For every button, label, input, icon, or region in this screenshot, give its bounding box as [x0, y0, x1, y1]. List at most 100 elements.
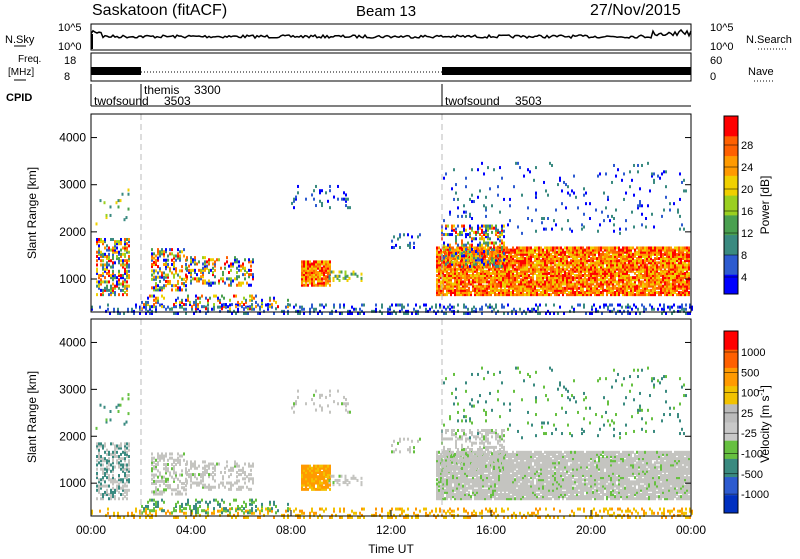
power-cell: [461, 248, 463, 251]
power-cell: [528, 280, 530, 283]
power-cell: [151, 286, 153, 289]
power-cell: [617, 304, 619, 307]
velocity-cell: [185, 467, 187, 470]
colorbar-swatch: [724, 254, 738, 274]
power-cell: [536, 274, 538, 277]
power-cell: [577, 206, 579, 209]
power-cell: [333, 196, 335, 199]
power-cell: [576, 246, 578, 249]
power-cell: [684, 280, 686, 283]
power-cell: [333, 277, 335, 280]
power-cell: [556, 263, 558, 266]
power-cell: [351, 306, 353, 309]
power-cell: [191, 305, 193, 308]
power-cell: [623, 172, 625, 175]
power-cell: [157, 248, 159, 251]
velocity-cell: [179, 459, 181, 462]
power-cell: [126, 270, 128, 273]
power-cell: [223, 297, 225, 300]
power-cell: [331, 271, 333, 274]
power-cell: [518, 246, 520, 249]
power-cell: [632, 253, 634, 256]
power-cell: [520, 278, 522, 281]
power-cell: [659, 177, 661, 180]
velocity-cell: [114, 489, 116, 492]
velocity-cell: [186, 471, 188, 474]
power-cell: [185, 299, 187, 302]
power-cell: [633, 194, 635, 197]
power-cell: [305, 260, 307, 263]
nsearch-label: N.Search: [746, 34, 792, 46]
power-cell: [447, 233, 449, 236]
power-cell: [157, 284, 159, 287]
power-cell: [323, 282, 325, 285]
power-cell: [585, 192, 587, 195]
power-cell: [629, 306, 631, 309]
power-cell: [603, 304, 605, 307]
power-cell: [479, 242, 481, 245]
velocity-cell: [112, 491, 114, 494]
power-cell: [644, 283, 646, 286]
power-cell: [626, 263, 628, 266]
power-cell: [447, 306, 449, 309]
velocity-cell: [96, 459, 98, 462]
power-cell: [676, 293, 678, 296]
power-cell: [651, 306, 653, 309]
power-cell: [449, 211, 451, 214]
power-cell: [487, 166, 489, 169]
power-cell: [653, 172, 655, 175]
power-cell: [179, 276, 181, 279]
power-cell: [499, 244, 501, 247]
power-cell: [96, 285, 98, 288]
power-cell: [181, 299, 183, 302]
power-cell: [562, 287, 564, 290]
power-cell: [664, 246, 666, 249]
power-cell: [528, 268, 530, 271]
velocity-cell: [106, 459, 108, 462]
power-cell: [660, 278, 662, 281]
power-cell: [604, 253, 606, 256]
velocity-cell: [169, 484, 171, 487]
power-cell: [104, 276, 106, 279]
power-cell: [229, 299, 231, 302]
freq-label-2: [MHz]: [8, 67, 34, 78]
power-cell: [610, 246, 612, 249]
power-cell: [100, 259, 102, 262]
power-cell: [577, 304, 579, 307]
velocity-cell: [118, 455, 120, 458]
power-cell: [327, 200, 329, 203]
power-cell: [236, 258, 238, 261]
power-cell: [518, 272, 520, 275]
power-cell: [628, 291, 630, 294]
power-cell: [393, 246, 395, 249]
power-cell: [574, 274, 576, 277]
power-cell: [611, 181, 613, 184]
power-cell: [463, 248, 465, 251]
power-cell: [625, 306, 627, 309]
power-cell: [183, 254, 185, 257]
power-cell: [495, 225, 497, 228]
power-cell: [375, 304, 377, 307]
power-cell: [560, 268, 562, 271]
power-cell: [493, 242, 495, 245]
power-cell: [185, 280, 187, 283]
power-cell: [207, 299, 209, 302]
power-cell: [141, 301, 143, 304]
velocity-cell: [181, 482, 183, 485]
power-cell: [122, 259, 124, 262]
power-cell: [602, 251, 604, 254]
power-cell: [482, 285, 484, 288]
power-cell: [634, 276, 636, 279]
power-cell: [238, 282, 240, 285]
power-cell: [265, 304, 267, 307]
power-cell: [682, 261, 684, 264]
power-cell: [614, 246, 616, 249]
power-cell: [515, 162, 517, 165]
power-cell: [189, 301, 191, 304]
power-cell: [214, 260, 216, 263]
power-cell: [683, 228, 685, 231]
power-cell: [116, 246, 118, 249]
power-cell: [163, 259, 165, 262]
power-cell: [159, 267, 161, 270]
